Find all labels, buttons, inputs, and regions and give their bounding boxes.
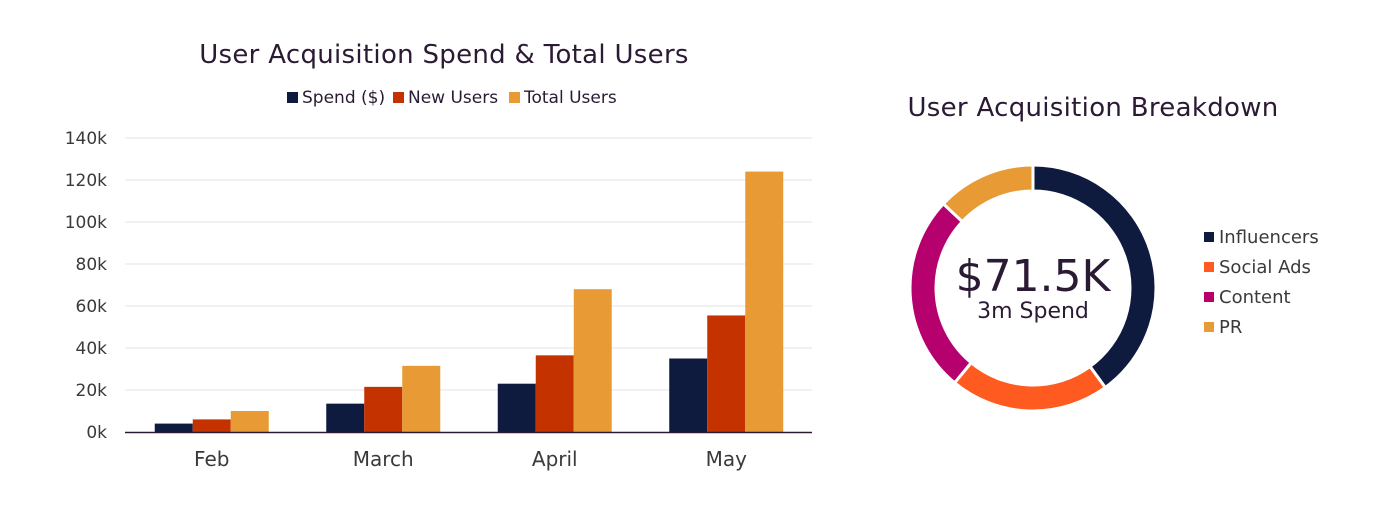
y-tick-label: 40k xyxy=(76,339,108,359)
bar-new-users-feb xyxy=(192,419,231,432)
x-category-label: May xyxy=(706,447,748,471)
bar-total-users-may xyxy=(745,171,784,432)
donut-legend-swatch-influencers xyxy=(1204,232,1214,242)
donut-legend-label-content: Content xyxy=(1219,287,1291,308)
bars xyxy=(154,171,784,432)
donut-legend-label-social-ads: Social Ads xyxy=(1219,257,1311,278)
x-category-label: April xyxy=(532,447,578,471)
legend-swatch-spend xyxy=(287,92,298,103)
legend-label-new-users: New Users xyxy=(408,88,498,108)
donut-legend-swatch-content xyxy=(1204,292,1214,302)
donut-slice-pr xyxy=(941,163,1035,224)
bar-chart: User Acquisition Spend & Total Users Spe… xyxy=(65,40,812,471)
legend-swatch-total-users xyxy=(509,92,520,103)
bar-new-users-april xyxy=(535,355,574,432)
donut-legend-label-pr: PR xyxy=(1219,317,1242,338)
bar-spend-feb xyxy=(154,423,193,432)
donut-legend: Influencers Social Ads Content PR xyxy=(1204,227,1319,338)
donut-chart-title: User Acquisition Breakdown xyxy=(907,93,1278,123)
donut-center-label: 3m Spend xyxy=(977,299,1089,324)
bar-chart-legend: Spend ($) New Users Total Users xyxy=(287,88,617,108)
bar-total-users-april xyxy=(573,289,612,432)
bar-spend-april xyxy=(497,383,536,432)
y-tick-label: 20k xyxy=(76,381,108,401)
bar-chart-title: User Acquisition Spend & Total Users xyxy=(199,40,689,70)
legend-label-total-users: Total Users xyxy=(523,88,617,108)
donut-legend-swatch-social-ads xyxy=(1204,262,1214,272)
donut-legend-swatch-pr xyxy=(1204,322,1214,332)
bar-new-users-may xyxy=(707,315,746,432)
donut-chart: User Acquisition Breakdown $71.5K 3m Spe… xyxy=(907,93,1319,413)
bar-total-users-march xyxy=(402,365,441,432)
bar-spend-march xyxy=(326,403,365,432)
donut-slices xyxy=(908,163,1158,413)
x-category-label: Feb xyxy=(194,447,229,471)
bar-total-users-feb xyxy=(230,411,269,432)
donut-slice-social-ads xyxy=(952,360,1108,413)
y-tick-label: 0k xyxy=(86,423,107,443)
legend-swatch-new-users xyxy=(393,92,404,103)
legend-label-spend: Spend ($) xyxy=(302,88,385,108)
y-tick-label: 60k xyxy=(76,297,108,317)
bar-spend-may xyxy=(669,358,708,432)
y-tick-label: 100k xyxy=(65,213,107,233)
y-tick-label: 80k xyxy=(76,255,108,275)
bar-new-users-march xyxy=(364,386,403,432)
x-category-label: March xyxy=(353,447,414,471)
y-tick-label: 140k xyxy=(65,129,107,149)
donut-center-value: $71.5K xyxy=(956,251,1112,302)
donut-legend-label-influencers: Influencers xyxy=(1219,227,1319,248)
gridlines xyxy=(125,137,812,391)
y-axis-ticks: 0k 20k 40k 60k 80k 100k 120k 140k xyxy=(65,129,107,443)
y-tick-label: 120k xyxy=(65,171,107,191)
x-axis-categories: Feb March April May xyxy=(194,447,747,471)
